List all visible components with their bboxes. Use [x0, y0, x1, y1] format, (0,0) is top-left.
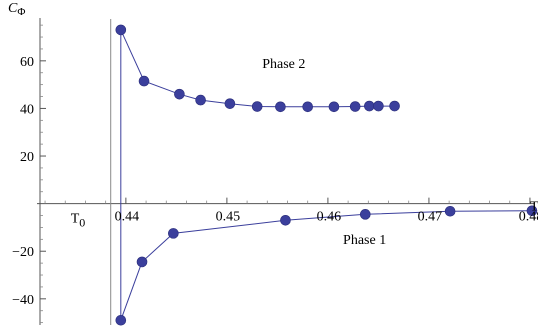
annotation-phase-1: Phase 1: [343, 233, 386, 248]
phase-2-point-2: [138, 75, 150, 87]
x-tick-label-0.45: 0.45: [216, 210, 241, 225]
x-axis-label: T: [530, 200, 538, 215]
phase-2-point-9: [328, 101, 340, 113]
marks: [110, 19, 538, 326]
phase-1-line: [120, 210, 533, 321]
t0-label-subscript: 0: [79, 216, 85, 230]
phase-1-point-6: [444, 205, 456, 217]
annotation-phase-2: Phase 2: [262, 57, 305, 72]
y-axis-label: CΦ: [8, 1, 25, 18]
x-tick-label-0.46: 0.46: [317, 210, 342, 225]
phase-2-point-3: [174, 88, 185, 100]
labels: 0.440.450.460.470.48−40−20204060T0Phase …: [8, 1, 538, 308]
y-tick-label--40: −40: [12, 293, 34, 308]
phase-1-point-7: [526, 205, 538, 217]
phase-2-point-4: [195, 94, 206, 106]
y-tick-label-20: 20: [20, 150, 34, 165]
t0-label: T0: [71, 212, 86, 230]
ticks: [40, 24, 531, 324]
phase-2-point-10: [349, 101, 361, 112]
phase-2-point-7: [275, 101, 286, 113]
phase-2-point-6: [251, 101, 263, 112]
x-tick-label-0.48: 0.48: [519, 210, 538, 225]
y-tick-label--20: −20: [12, 245, 34, 260]
phase-2-point-12: [373, 100, 384, 112]
phase-2-point-1: [115, 24, 127, 36]
x-tick-label-0.44: 0.44: [115, 210, 140, 225]
y-tick-label-60: 60: [20, 55, 34, 70]
phase-2-point-13: [389, 100, 400, 112]
phase-1-point-2: [136, 256, 148, 268]
phase-1-point-5: [359, 209, 371, 220]
axes: [37, 18, 535, 325]
y-axis-label-subscript: Φ: [17, 6, 25, 18]
phase-2-point-11: [364, 100, 375, 112]
y-tick-label-40: 40: [20, 102, 34, 117]
phase-2-line: [120, 29, 395, 108]
x-tick-label-0.47: 0.47: [418, 210, 443, 225]
phase-1-point-3: [168, 228, 179, 239]
phase-1-point-4: [280, 214, 291, 226]
phase-2-point-5: [224, 98, 236, 109]
phase-1-point-1: [115, 314, 127, 326]
phase-2-point-8: [302, 101, 314, 113]
